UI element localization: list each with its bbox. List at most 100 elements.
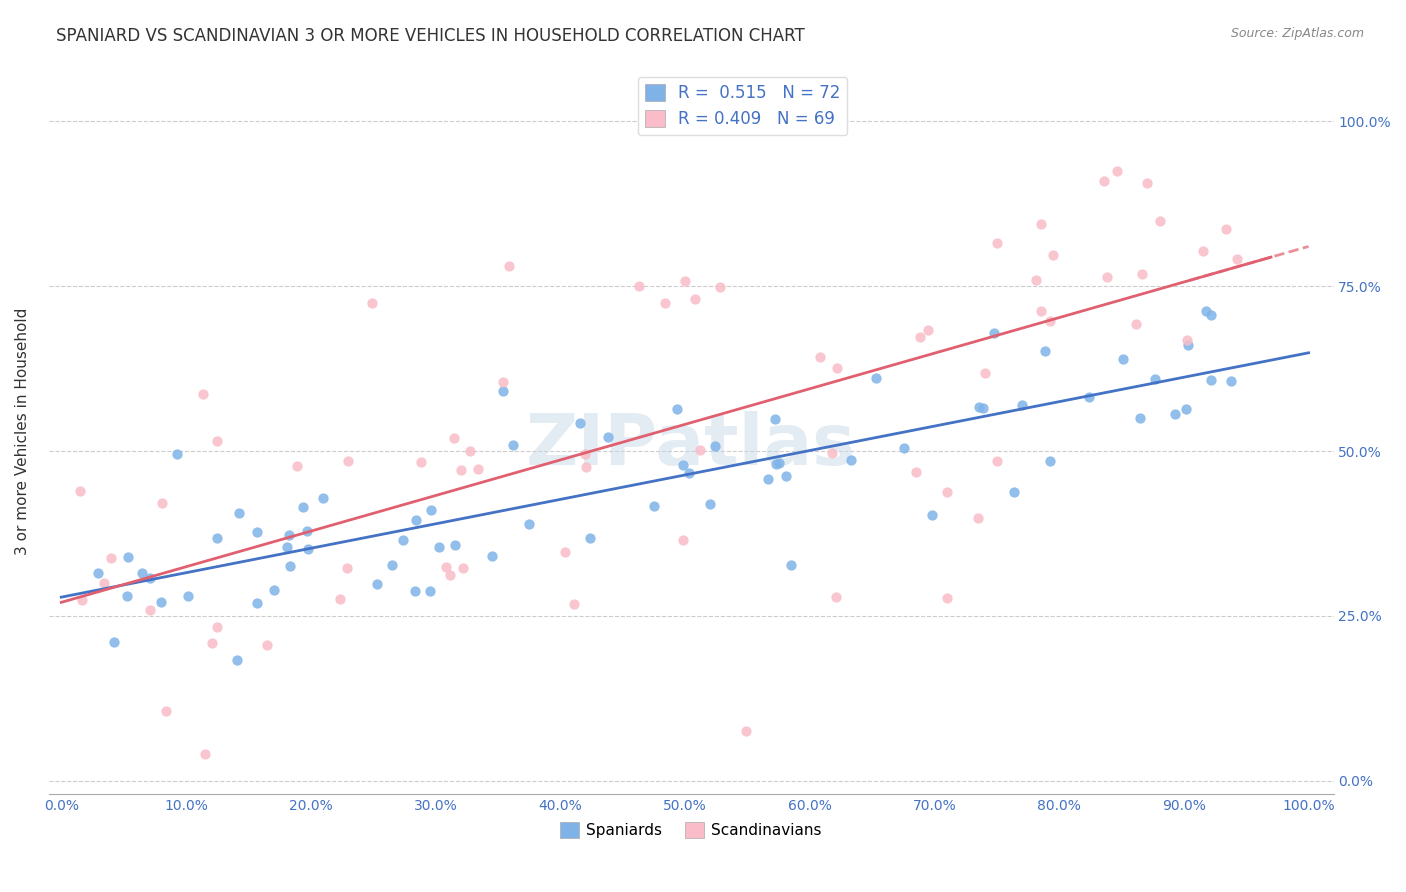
Point bbox=[205, 434, 228, 448]
Point bbox=[361, 296, 384, 310]
Point bbox=[492, 375, 515, 389]
Point bbox=[703, 439, 725, 453]
Point bbox=[734, 723, 756, 738]
Point bbox=[986, 453, 1008, 467]
Point bbox=[824, 591, 846, 605]
Point bbox=[87, 566, 110, 580]
Point bbox=[519, 516, 541, 531]
Point bbox=[839, 453, 862, 467]
Point bbox=[201, 635, 224, 649]
Point bbox=[439, 568, 461, 582]
Point bbox=[1136, 176, 1159, 190]
Point bbox=[1092, 173, 1115, 187]
Point bbox=[865, 370, 887, 384]
Point bbox=[756, 472, 779, 486]
Point bbox=[228, 506, 250, 520]
Point bbox=[575, 460, 598, 475]
Point bbox=[1031, 303, 1053, 318]
Point bbox=[765, 457, 787, 471]
Point bbox=[263, 583, 285, 598]
Point bbox=[1132, 268, 1154, 282]
Point bbox=[1029, 217, 1052, 231]
Point bbox=[226, 653, 249, 667]
Point bbox=[672, 458, 695, 472]
Point bbox=[1215, 222, 1237, 236]
Point bbox=[246, 524, 269, 539]
Point bbox=[502, 437, 524, 451]
Point bbox=[1129, 411, 1152, 425]
Point bbox=[246, 596, 269, 610]
Point bbox=[256, 638, 278, 652]
Point bbox=[780, 558, 803, 572]
Point bbox=[70, 592, 93, 607]
Point bbox=[1039, 314, 1062, 328]
Point bbox=[562, 597, 585, 611]
Point bbox=[936, 485, 959, 500]
Point bbox=[467, 462, 489, 476]
Point bbox=[1078, 390, 1101, 404]
Point bbox=[893, 441, 915, 455]
Point bbox=[1177, 338, 1199, 352]
Legend: Spaniards, Scandinavians: Spaniards, Scandinavians bbox=[554, 816, 828, 845]
Point bbox=[177, 589, 200, 603]
Point bbox=[366, 576, 388, 591]
Point bbox=[1175, 401, 1198, 416]
Point bbox=[276, 540, 298, 554]
Point bbox=[904, 465, 927, 479]
Point bbox=[598, 430, 620, 444]
Point bbox=[1199, 308, 1222, 322]
Point bbox=[131, 566, 153, 580]
Point bbox=[1219, 375, 1241, 389]
Point bbox=[451, 560, 474, 574]
Point bbox=[492, 384, 515, 398]
Point bbox=[808, 350, 831, 364]
Point bbox=[983, 326, 1005, 340]
Point bbox=[292, 500, 315, 515]
Point bbox=[155, 704, 177, 718]
Point bbox=[1112, 351, 1135, 366]
Point bbox=[821, 446, 844, 460]
Point bbox=[329, 592, 352, 607]
Point bbox=[673, 274, 696, 288]
Point bbox=[921, 508, 943, 522]
Point bbox=[481, 549, 503, 563]
Point bbox=[297, 542, 319, 557]
Point bbox=[336, 453, 359, 467]
Point bbox=[967, 510, 990, 524]
Point bbox=[628, 279, 651, 293]
Point bbox=[1042, 248, 1064, 262]
Point bbox=[665, 402, 688, 417]
Point bbox=[191, 387, 214, 401]
Point bbox=[825, 361, 848, 376]
Point bbox=[972, 401, 994, 415]
Point bbox=[381, 558, 404, 572]
Point bbox=[578, 532, 600, 546]
Point bbox=[643, 499, 665, 513]
Point bbox=[917, 323, 939, 337]
Point bbox=[554, 545, 576, 559]
Point bbox=[280, 558, 302, 573]
Point bbox=[150, 496, 173, 510]
Point bbox=[194, 747, 217, 762]
Point bbox=[1191, 244, 1213, 258]
Point bbox=[1095, 269, 1118, 284]
Point bbox=[1195, 303, 1218, 318]
Point bbox=[1025, 273, 1047, 287]
Point bbox=[775, 468, 797, 483]
Point bbox=[150, 595, 173, 609]
Point bbox=[908, 330, 931, 344]
Point bbox=[419, 502, 441, 516]
Point bbox=[935, 591, 957, 605]
Point bbox=[672, 533, 695, 547]
Point bbox=[277, 528, 299, 542]
Point bbox=[93, 576, 115, 591]
Point bbox=[115, 589, 138, 603]
Point bbox=[444, 538, 467, 552]
Point bbox=[1125, 317, 1147, 331]
Point bbox=[443, 431, 465, 445]
Point bbox=[311, 491, 333, 505]
Point bbox=[117, 550, 139, 565]
Point bbox=[699, 497, 721, 511]
Point bbox=[1175, 334, 1198, 348]
Point bbox=[205, 531, 228, 545]
